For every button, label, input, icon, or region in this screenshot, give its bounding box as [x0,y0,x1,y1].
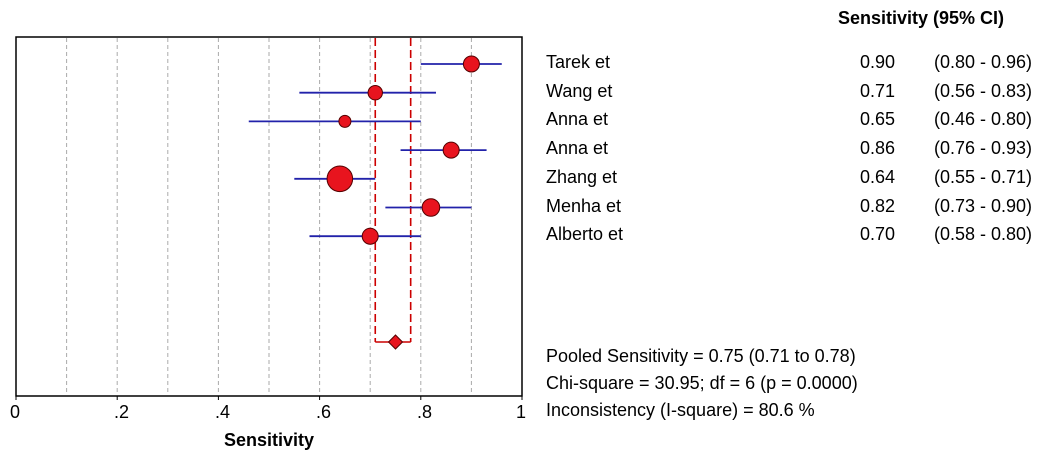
study-point [361,227,379,245]
x-tick-label-0.4: .4 [215,402,231,422]
study-point [367,85,383,101]
study-point [421,198,441,217]
study-estimate: 0.82 [860,195,896,216]
study-name: Anna et [546,109,609,130]
study-point [338,114,352,128]
column-header: Sensitivity (95% CI) [838,8,1005,28]
study-estimate: 0.65 [860,109,896,130]
x-tick-label-0.2: .2 [114,402,130,422]
study-name: Menha et [546,195,622,216]
x-tick-label-1: 1 [516,402,527,422]
study-estimate: 0.70 [860,224,896,245]
study-point [462,55,480,73]
study-name: Zhang et [546,166,618,187]
study-name: Wang et [546,80,613,101]
inconsistency-text: Inconsistency (I-square) = 80.6 % [546,400,815,420]
study-ci: (0.56 - 0.83) [934,80,1033,101]
study-ci: (0.58 - 0.80) [934,224,1033,245]
pooled-diamond [387,334,404,350]
study-point [442,141,460,159]
pooled-sensitivity-text: Pooled Sensitivity = 0.75 (0.71 to 0.78) [546,346,856,366]
study-ci: (0.73 - 0.90) [934,195,1033,216]
x-tick-label-0: 0 [10,402,21,422]
study-name: Tarek et [546,52,611,72]
x-axis-title: Sensitivity [224,430,315,450]
chi-square-text: Chi-square = 30.95; df = 6 (p = 0.0000) [546,373,858,393]
forest-plot [15,36,523,400]
study-name: Anna et [546,138,609,159]
x-tick-label-0.6: .6 [316,402,332,422]
study-ci: (0.55 - 0.71) [934,166,1033,187]
study-estimate: 0.86 [860,138,896,159]
study-point [326,165,354,193]
x-tick-label-0.8: .8 [417,402,433,422]
study-name: Alberto et [546,224,624,245]
study-estimate: 0.71 [860,80,896,101]
study-estimate: 0.64 [860,166,896,187]
study-estimate: 0.90 [860,52,896,72]
study-ci: (0.46 - 0.80) [934,109,1033,130]
study-ci: (0.76 - 0.93) [934,138,1033,159]
study-ci: (0.80 - 0.96) [934,52,1033,72]
